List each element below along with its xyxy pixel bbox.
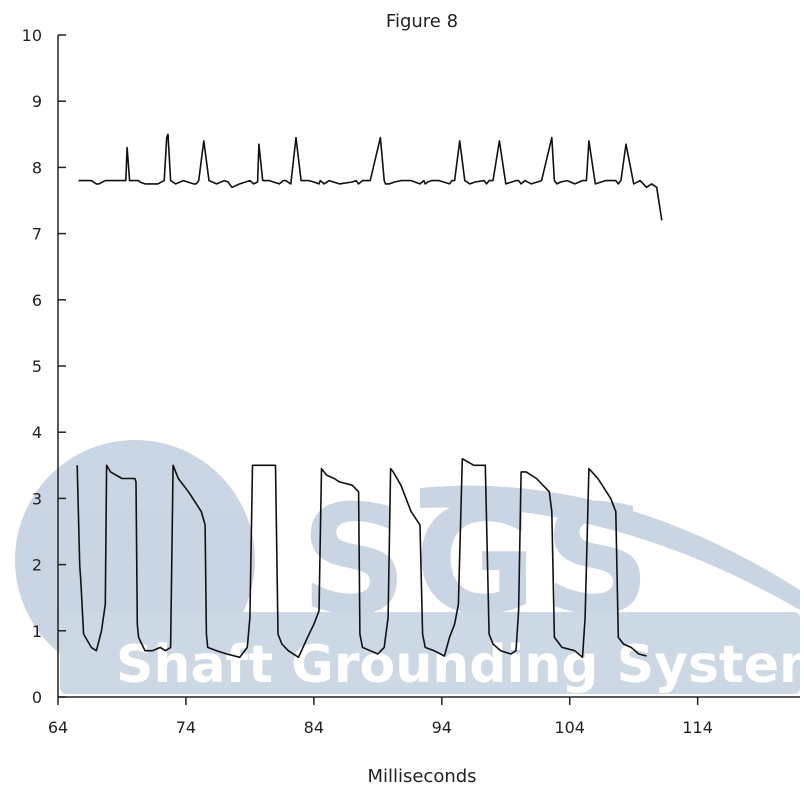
series-group [76, 133, 663, 659]
y-tick-label: 4 [32, 423, 42, 442]
chart-title: Figure 8 [386, 11, 458, 32]
y-tick-label: 1 [32, 622, 42, 641]
x-tick-label: 114 [682, 718, 713, 737]
watermark-globe [15, 440, 255, 680]
x-tick-label: 94 [432, 718, 452, 737]
y-tick-label: 5 [32, 357, 42, 376]
watermark-band [60, 612, 800, 694]
series-line-1 [78, 133, 663, 221]
x-tick-label: 64 [48, 718, 68, 737]
y-tick-label: 7 [32, 225, 42, 244]
axes: 0 1 2 3 4 5 6 7 8 9 10 64 74 84 94 104 114 [22, 26, 800, 737]
y-tick-label: 6 [32, 291, 42, 310]
x-axis-title: Milliseconds [367, 766, 476, 787]
x-tick-label: 74 [176, 718, 196, 737]
y-tick-label: 3 [32, 489, 42, 508]
y-tick-label: 10 [22, 26, 42, 45]
watermark-swoosh [420, 485, 800, 610]
watermark-tagline-text: Shaft Grounding Systems [116, 635, 804, 695]
y-tick-label: 2 [32, 556, 42, 575]
y-tick-label: 0 [32, 688, 42, 707]
x-tick-label: 104 [554, 718, 585, 737]
x-tick-label: 84 [304, 718, 324, 737]
y-tick-label: 9 [32, 92, 42, 111]
watermark-brand-text: SGS [300, 474, 657, 648]
series-line-2 [76, 457, 647, 659]
y-tick-label: 8 [32, 158, 42, 177]
